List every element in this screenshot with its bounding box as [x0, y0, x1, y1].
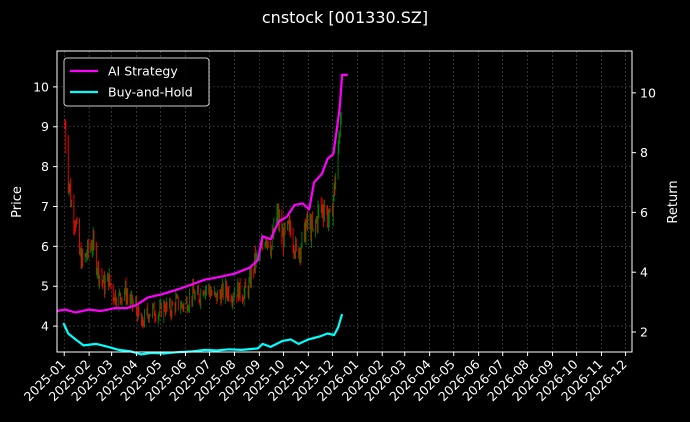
left-tick-label: 10: [33, 79, 49, 94]
legend: AI Strategy Buy-and-Hold: [63, 57, 210, 107]
left-tick-label: 8: [41, 159, 49, 174]
series-line-buy-and-hold: [62, 313, 344, 356]
plot-area-frame: [56, 50, 633, 353]
legend-label-buy-and-hold: Buy-and-Hold: [108, 85, 193, 100]
right-tick-label: 2: [640, 324, 648, 339]
legend-box: [63, 57, 210, 107]
right-tick-label: 6: [640, 205, 648, 220]
right-y-axis: 2 4 6 8 10: [632, 85, 656, 339]
left-tick-label: 4: [41, 319, 49, 334]
left-tick-label: 7: [41, 199, 49, 214]
series-line-ai-strategy: [56, 73, 348, 314]
y-axis-label-return: Return: [666, 180, 681, 223]
left-tick-label: 5: [41, 279, 49, 294]
left-tick-label: 6: [41, 239, 49, 254]
right-tick-label: 4: [640, 265, 648, 280]
chart-title: cnstock [001330.SZ]: [262, 8, 428, 27]
y-axis-label-price: Price: [10, 186, 25, 218]
return-lines: [56, 73, 348, 356]
legend-label-ai-strategy: AI Strategy: [108, 64, 178, 79]
left-tick-label: 9: [41, 119, 49, 134]
right-tick-label: 8: [640, 145, 648, 160]
right-tick-label: 10: [640, 85, 656, 100]
left-y-axis: 4 5 6 7 8 9 10: [33, 79, 57, 334]
